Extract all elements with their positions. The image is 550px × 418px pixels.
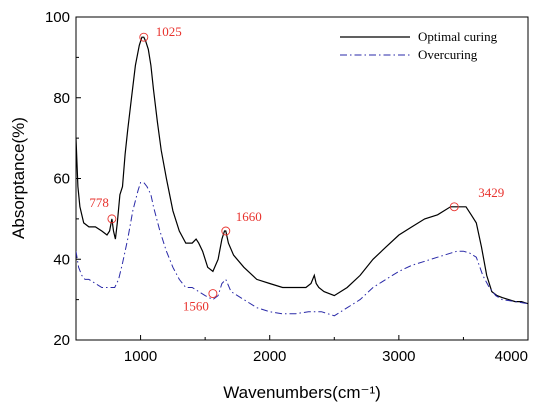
peak-marker bbox=[107, 214, 117, 224]
peak-marker bbox=[208, 289, 218, 299]
legend-label-overcuring: Overcuring bbox=[418, 47, 478, 62]
legend-label-optimal-curing: Optimal curing bbox=[418, 29, 498, 44]
y-tick-label: 40 bbox=[53, 251, 70, 268]
peak-marker bbox=[449, 202, 459, 212]
peak-marker bbox=[221, 226, 231, 236]
y-axis: 20 40 60 80 100 bbox=[45, 9, 81, 349]
peak-label: 1660 bbox=[236, 209, 262, 224]
peak-annotations: 778 1025 1660 1560 3429 bbox=[89, 24, 504, 313]
plot-frame bbox=[75, 16, 529, 341]
y-tick-label: 100 bbox=[45, 9, 70, 26]
peak-label: 1560 bbox=[183, 299, 209, 314]
peak-label: 778 bbox=[89, 195, 109, 210]
x-tick-label: 4000 bbox=[495, 348, 528, 365]
x-axis: 1000 2000 3000 4000 bbox=[124, 335, 529, 365]
y-tick-label: 60 bbox=[53, 171, 70, 188]
legend: Optimal curing Overcuring bbox=[340, 29, 498, 62]
series-line-optimal-curing bbox=[76, 36, 528, 305]
y-tick-label: 80 bbox=[53, 90, 70, 107]
x-tick-label: 2000 bbox=[253, 348, 286, 365]
x-tick-label: 1000 bbox=[124, 348, 157, 365]
y-tick-label: 20 bbox=[53, 332, 70, 349]
y-axis-title: Absorptance(%) bbox=[9, 117, 28, 239]
series-line-overcuring bbox=[76, 182, 528, 317]
peak-marker bbox=[139, 32, 149, 42]
peak-label: 3429 bbox=[478, 185, 504, 200]
peak-label: 1025 bbox=[156, 24, 182, 39]
x-axis-title: Wavenumbers(cm⁻¹) bbox=[223, 383, 381, 402]
x-tick-label: 3000 bbox=[382, 348, 415, 365]
